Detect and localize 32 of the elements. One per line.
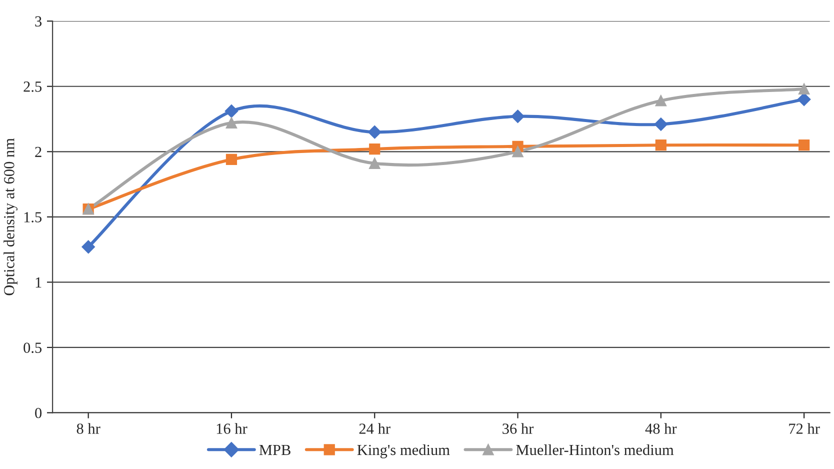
point	[654, 118, 668, 131]
y-tick-label: 2	[35, 146, 42, 157]
y-tick-label: 1.5	[24, 212, 42, 222]
point	[226, 117, 238, 128]
point	[798, 140, 810, 151]
y-axis-title: Optical density at 600 nm	[4, 138, 18, 296]
point	[368, 125, 382, 139]
point	[512, 146, 524, 158]
point	[797, 92, 811, 106]
legend-label: Mueller-Hinton's medium	[516, 444, 674, 456]
y-tick-label: 3	[35, 16, 42, 27]
point	[655, 95, 666, 106]
x-tick-label: 8 hr	[76, 423, 100, 434]
legend-label: King's medium	[357, 444, 450, 458]
point	[798, 83, 810, 95]
point	[369, 143, 380, 155]
x-tick-label: 24 hr	[359, 423, 390, 434]
x-tick-label: 16 hr	[216, 423, 248, 434]
y-tick-label: 0.5	[24, 342, 42, 353]
y-tick-label: 0	[35, 408, 42, 418]
point	[224, 104, 238, 118]
point	[226, 154, 238, 166]
x-tick-label: 72 hr	[789, 423, 820, 434]
y-tick-label: 2.5	[24, 82, 42, 92]
point	[82, 240, 95, 254]
point	[369, 158, 380, 169]
x-tick-label: 48 hr	[645, 423, 677, 434]
point	[511, 110, 524, 123]
y-tick-label: 1	[36, 277, 42, 288]
legend-label: MPB	[259, 444, 290, 456]
point	[655, 140, 666, 151]
x-tick-label: 36 hr	[502, 423, 534, 434]
